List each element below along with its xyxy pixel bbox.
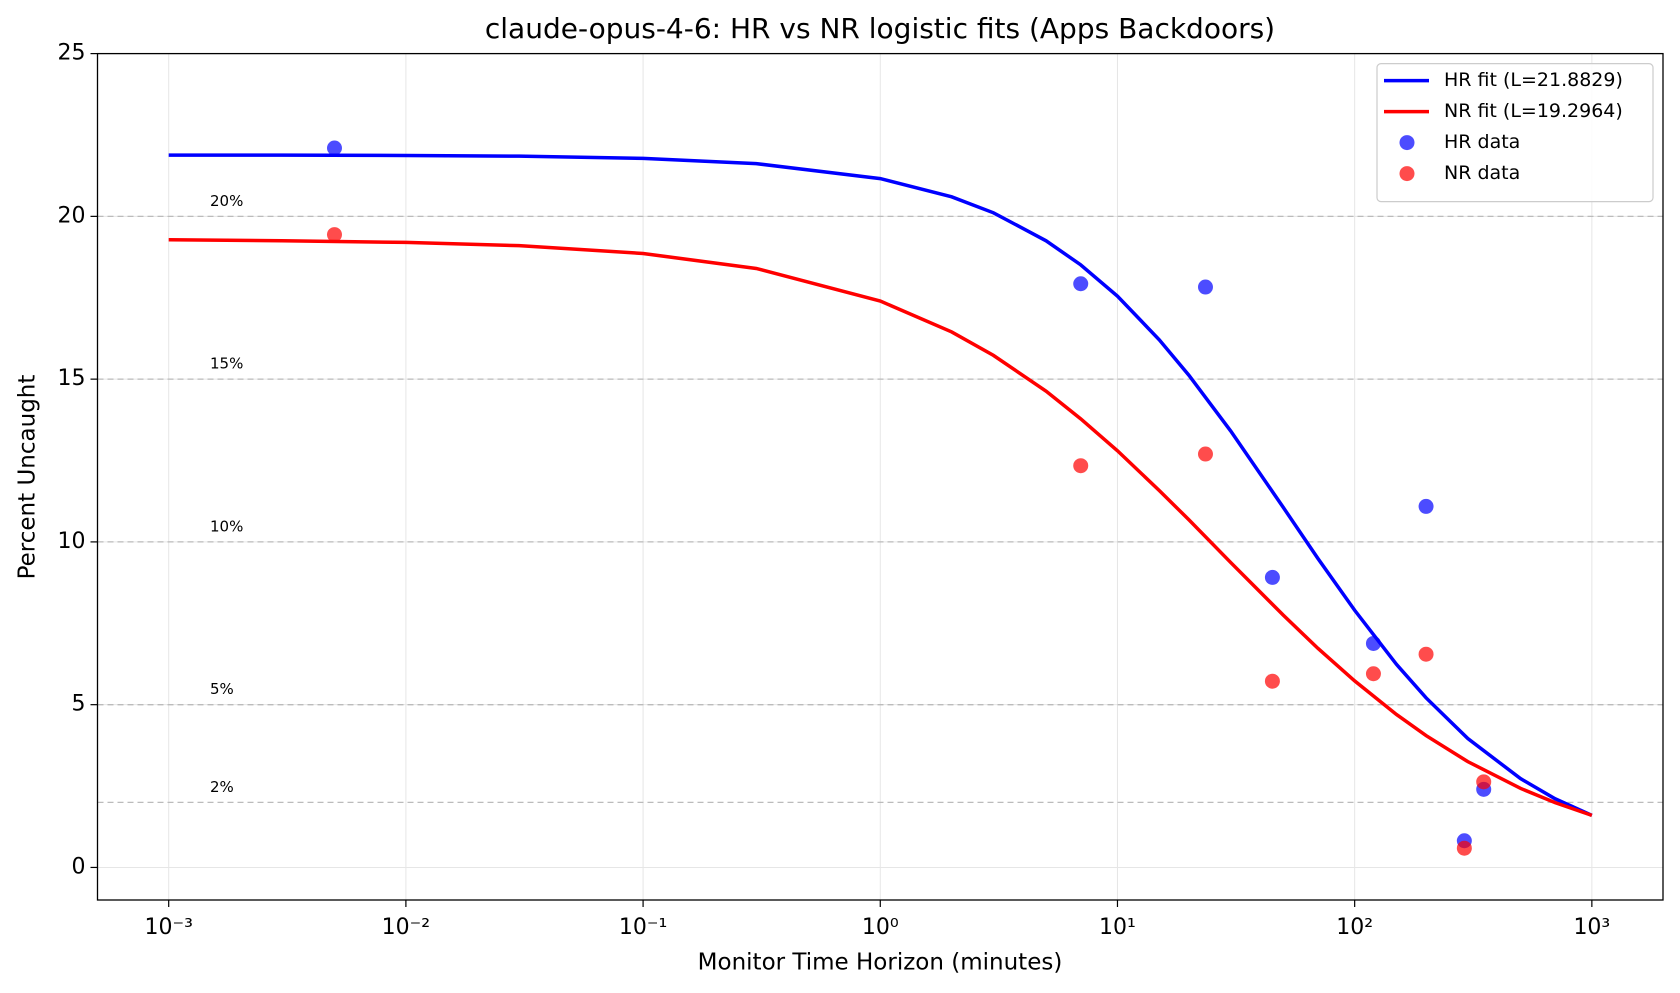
y-tick-label: 25	[58, 41, 86, 66]
x-tick-label: 10¹	[1099, 915, 1136, 940]
legend-box	[1376, 62, 1654, 203]
x-axis-label: Monitor Time Horizon (minutes)	[698, 950, 1063, 976]
data-point	[1365, 666, 1381, 682]
data-point	[1197, 446, 1213, 462]
data-point	[1418, 646, 1434, 662]
legend: HR fit (L=21.8829) NR fit (L=19.2964) HR d…	[1376, 62, 1654, 203]
chart-title: claude-opus-4-6: HR vs NR logistic fits …	[485, 12, 1275, 45]
legend-label: NR data	[1444, 162, 1520, 184]
x-tick-label: 10²	[1336, 915, 1373, 940]
legend-marker	[1399, 166, 1415, 182]
data-point	[1418, 498, 1434, 514]
data-point	[326, 140, 342, 156]
reference-label: 15%	[210, 355, 243, 373]
y-axis-label: Percent Uncaught	[15, 375, 41, 580]
y-tick-label: 15	[58, 366, 86, 391]
legend-marker	[1399, 135, 1415, 151]
y-tick-label: 0	[72, 854, 86, 879]
y-tick-label: 5	[72, 692, 86, 717]
data-point	[326, 227, 342, 243]
data-point	[1197, 279, 1213, 295]
data-point	[1073, 276, 1089, 292]
reference-label: 2%	[210, 778, 234, 796]
x-tick-label: 10³	[1573, 915, 1610, 940]
fit-line	[168, 238, 1593, 818]
x-tick-label: 10⁻²	[382, 915, 430, 940]
legend-label: HR data	[1444, 131, 1520, 153]
fit-line	[168, 153, 1593, 817]
x-tick-label: 10⁻³	[144, 915, 192, 940]
legend-label: NR fit (L=19.2964)	[1444, 100, 1623, 122]
data-point	[1073, 458, 1089, 474]
data-point	[1264, 673, 1280, 689]
data-point	[1365, 635, 1381, 651]
reference-lines: 20% 15% 10% 5% 2%	[97, 192, 1663, 803]
data-point	[1264, 569, 1280, 585]
y-tick-label: 10	[58, 529, 86, 554]
reference-label: 20%	[210, 192, 243, 210]
y-tick-label: 20	[58, 203, 86, 228]
axes: 10⁻³ 10⁻² 10⁻¹ 10⁰ 10¹ 10² 10³ 0 5 10 15 20 25	[58, 41, 1611, 940]
x-tick-label: 10⁰	[862, 915, 899, 940]
x-tick-label: 10⁻¹	[619, 915, 667, 940]
reference-label: 10%	[210, 517, 243, 535]
data-point	[1456, 840, 1472, 856]
plot-area	[168, 140, 1593, 856]
legend-label: HR fit (L=21.8829)	[1444, 69, 1623, 91]
data-point	[1476, 774, 1492, 790]
reference-label: 5%	[210, 680, 234, 698]
